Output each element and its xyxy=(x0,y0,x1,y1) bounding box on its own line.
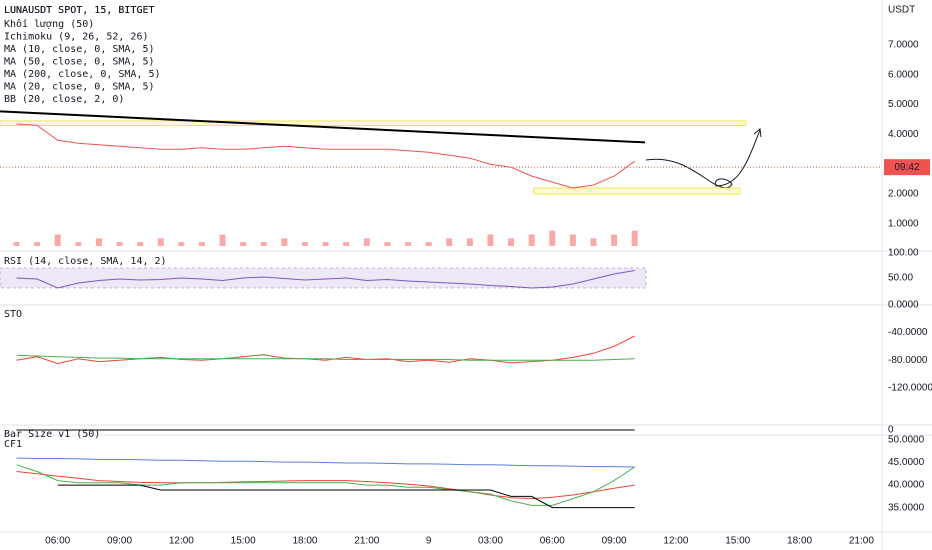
x-tick-label: 06:00 xyxy=(45,536,70,547)
indicator-legend: MA (10, close, 0, SMA, 5) xyxy=(4,44,155,55)
y-tick-label: -40.0000 xyxy=(888,327,928,338)
countdown: 09:42 xyxy=(894,162,919,173)
pane-title: Bar Size v1 (50) xyxy=(4,429,100,440)
x-tick-label: 09:00 xyxy=(107,536,132,547)
x-tick-label: 06:00 xyxy=(540,536,565,547)
volume-bar xyxy=(590,238,597,246)
volume-bar xyxy=(487,234,494,246)
volume-bar xyxy=(405,242,412,246)
volume-bar xyxy=(343,242,350,246)
y-tick-label: 7.0000 xyxy=(888,40,919,51)
volume-bar xyxy=(137,242,144,246)
hand-drawn-path xyxy=(645,129,761,189)
volume-bar xyxy=(508,238,515,246)
volume-bar xyxy=(322,242,329,246)
y-tick-label: 2.0000 xyxy=(888,189,919,200)
series-line xyxy=(16,270,635,289)
last-price-box xyxy=(884,159,930,176)
x-tick-label: 15:00 xyxy=(725,536,750,547)
indicator-legend: MA (200, close, 0, SMA, 5) xyxy=(4,69,161,80)
x-tick-label: 09:00 xyxy=(602,536,627,547)
y-tick-label: 100.00 xyxy=(888,248,919,259)
indicator-legend: Khối lượng (50) xyxy=(4,18,94,30)
volume-bar xyxy=(631,230,638,246)
volume-bar xyxy=(116,242,123,246)
series-line xyxy=(16,457,635,468)
symbol-title: LUNAUSDT SPOT, 15, BITGET xyxy=(4,5,155,16)
price-zone xyxy=(533,187,741,195)
y-tick-label: 1.0000 xyxy=(888,218,919,229)
indicator-legend: Ichimoku (9, 26, 52, 26) xyxy=(4,32,149,43)
indicator-legend: MA (50, close, 0, SMA, 5) xyxy=(4,57,155,68)
x-tick-label: 21:00 xyxy=(354,536,379,547)
volume-bar xyxy=(528,234,535,246)
y-tick-label: 50.00 xyxy=(888,273,913,284)
y-tick-label: 40.0000 xyxy=(888,480,925,491)
volume-bar xyxy=(384,242,391,246)
arrow-head xyxy=(753,128,762,138)
volume-bar xyxy=(425,242,432,246)
pane-title: LUNAUSDT SPOT, 15, BITGET xyxy=(4,5,155,16)
y-tick-label: -80.0000 xyxy=(888,355,928,366)
y-tick-label: 6.0000 xyxy=(888,69,919,80)
pane-title: RSI (14, close, SMA, 14, 2) xyxy=(4,256,167,267)
volume-bar xyxy=(446,238,453,246)
volume-bar xyxy=(611,234,618,246)
volume-bar xyxy=(301,242,308,246)
rsi-band xyxy=(0,267,647,289)
series-line xyxy=(57,484,635,509)
volume-bar xyxy=(13,242,20,246)
volume-bar xyxy=(260,242,267,246)
x-tick-label: 21:00 xyxy=(849,536,874,547)
volume-bar xyxy=(34,242,41,246)
y-tick-label: 45.0000 xyxy=(888,457,925,468)
unit-label: USDT xyxy=(888,5,915,16)
series-line xyxy=(16,354,635,361)
x-tick-label: 18:00 xyxy=(292,536,317,547)
y-tick-label: 50.0000 xyxy=(888,435,925,446)
y-tick-label: 0.0000 xyxy=(888,300,919,311)
y-tick-label: 0 xyxy=(888,425,894,436)
x-tick-label: 12:00 xyxy=(169,536,194,547)
volume-bar xyxy=(178,242,185,246)
x-tick-label: 03:00 xyxy=(478,536,503,547)
y-tick-label: 35.0000 xyxy=(888,502,925,513)
pane-title: CF1 xyxy=(4,439,22,450)
volume-bar xyxy=(549,230,556,246)
y-tick-label: 4.0000 xyxy=(888,129,919,140)
volume-bar xyxy=(75,242,82,246)
volume-bar xyxy=(219,234,226,246)
x-tick-label: 18:00 xyxy=(787,536,812,547)
indicator-legend: MA (20, close, 0, SMA, 5) xyxy=(4,82,155,93)
x-tick-label: 12:00 xyxy=(663,536,688,547)
volume-bar xyxy=(281,238,288,246)
series-line xyxy=(16,335,635,365)
volume-bar xyxy=(157,238,164,246)
volume-bar xyxy=(95,238,102,246)
x-tick-label: 9 xyxy=(426,536,432,547)
y-tick-label: 5.0000 xyxy=(888,99,919,110)
volume-bar xyxy=(54,234,61,246)
volume-bar xyxy=(240,242,247,246)
volume-bar xyxy=(198,242,205,246)
price-zone xyxy=(0,120,747,126)
series-line xyxy=(0,110,646,144)
series-line xyxy=(16,123,635,189)
volume-bar xyxy=(569,234,576,246)
series-line xyxy=(16,471,635,500)
volume-bar xyxy=(466,238,473,246)
volume-bar xyxy=(363,238,370,246)
indicator-legend: BB (20, close, 2, 0) xyxy=(4,94,124,105)
series-line xyxy=(16,464,635,506)
x-tick-label: 15:00 xyxy=(231,536,256,547)
y-tick-label: -120.0000 xyxy=(888,382,932,393)
pane-title: STO xyxy=(4,309,22,320)
